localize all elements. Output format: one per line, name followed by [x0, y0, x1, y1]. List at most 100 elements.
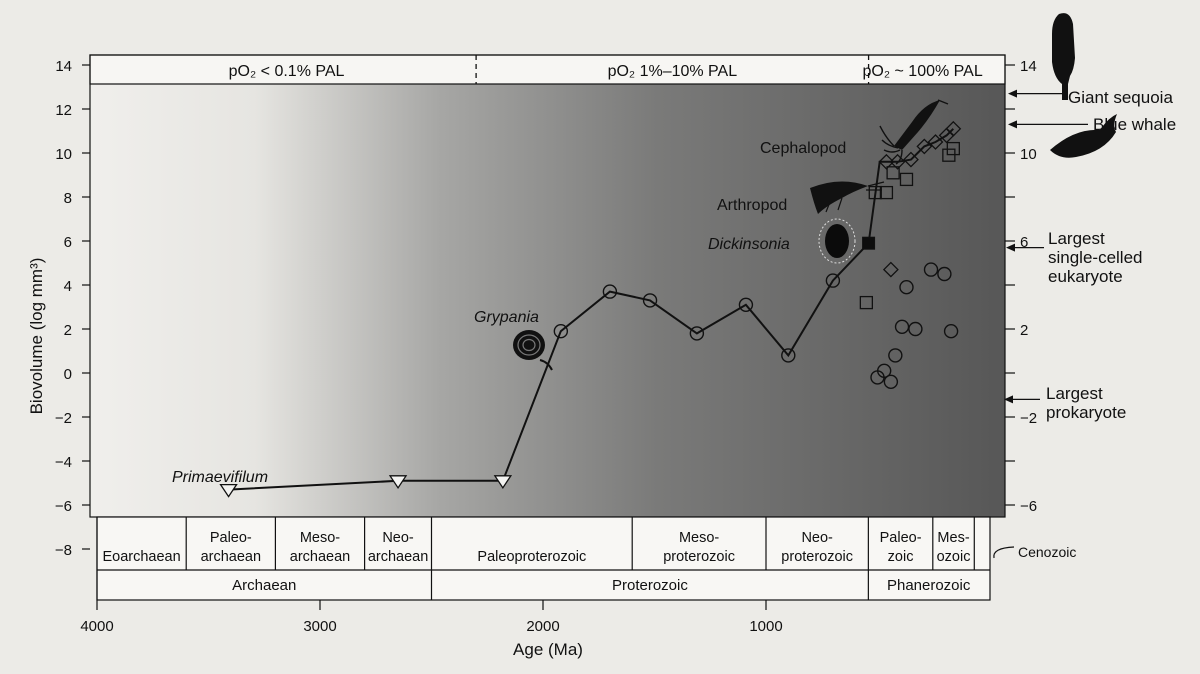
y-tick-label: 8: [64, 190, 72, 207]
trend-line: [228, 128, 955, 491]
y-tick-label: −2: [55, 410, 72, 427]
y-axis-left: 14 12 10 8 6 4 2 0 −2 −4 −6 −8: [55, 58, 90, 559]
diamond-marker: [945, 120, 962, 137]
arrow-head: [1008, 89, 1017, 98]
plot-area: [90, 84, 1005, 517]
grypania-icon: [513, 330, 553, 371]
x-tick-label: 4000: [80, 618, 113, 635]
eon-label: Archaean: [232, 577, 296, 594]
circle-marker: [876, 363, 892, 378]
y-tick-label: −6: [55, 498, 72, 515]
circle-marker: [894, 319, 910, 334]
geologic-timescale: Eoarchaean Paleo-archaean Meso-archaean Neo…: [96, 516, 991, 601]
square-marker: [868, 185, 882, 200]
reference-label: single-celled: [1048, 248, 1143, 267]
x-tick-label: 3000: [303, 618, 336, 635]
right-tick-label: 2: [1020, 322, 1028, 339]
era-label: Mes-: [937, 530, 969, 546]
diamond-marker: [882, 261, 899, 278]
label-cenozoic: Cenozoic: [1018, 544, 1076, 560]
era-label: Meso-: [679, 530, 719, 546]
timescale-frame: [96, 516, 991, 601]
diamond-marker: [927, 134, 944, 150]
era-label: zoic: [888, 549, 914, 565]
triangle-marker: [388, 475, 408, 489]
circle-marker: [738, 297, 754, 312]
label-primaevifilum: Primaevifilum: [172, 469, 268, 486]
y-tick-label: 0: [64, 366, 72, 383]
right-tick-label: 10: [1020, 146, 1037, 163]
y-axis-label: Biovolume (log mm³): [27, 258, 46, 415]
diamond-marker: [889, 153, 906, 170]
label-dickinsonia: Dickinsonia: [708, 236, 790, 253]
diamond-marker: [878, 153, 895, 170]
era-label: archaean: [368, 549, 428, 565]
square-marker: [879, 185, 894, 200]
era-label: Paleo-: [210, 530, 252, 546]
y-tick-label: 10: [55, 146, 72, 163]
arrow-head: [1006, 243, 1015, 252]
era-label: proterozoic: [781, 549, 853, 565]
oxygen-band-label: pO₂ < 0.1% PAL: [229, 63, 345, 80]
reference-label: prokaryote: [1046, 403, 1126, 422]
diamond-marker: [916, 138, 933, 155]
triangle-marker: [219, 483, 238, 498]
arthropod-icon: [810, 181, 885, 214]
blue-whale-icon: [1050, 114, 1117, 158]
label-grypania: Grypania: [474, 309, 539, 326]
circle-marker: [888, 348, 903, 363]
right-tick-label: 6: [1020, 234, 1028, 251]
y-tick-label: −8: [55, 542, 72, 559]
right-tick-label: −6: [1020, 498, 1037, 515]
arrow-head: [1008, 120, 1017, 129]
circle-marker: [937, 266, 952, 282]
eon-label: Proterozoic: [612, 577, 688, 594]
circle-marker: [689, 326, 705, 341]
right-tick-label: −2: [1020, 410, 1037, 427]
cephalopod-icon: [879, 99, 949, 165]
reference-label: Largest: [1048, 229, 1105, 248]
circle-marker: [923, 262, 939, 277]
era-label: Neo-: [801, 530, 833, 546]
y-tick-label: 4: [64, 278, 72, 295]
x-axis-label: Age (Ma): [513, 640, 583, 659]
square-marker: [899, 172, 914, 187]
cenozoic-leader: [993, 546, 1015, 559]
reference-label: eukaryote: [1048, 267, 1123, 286]
square-marker: [859, 295, 873, 310]
circle-marker: [825, 273, 841, 288]
era-label: ozoic: [937, 549, 971, 565]
oxygen-band-label: pO₂ 1%–10% PAL: [608, 63, 738, 80]
square-marker: [886, 166, 900, 180]
y-axis-right: 14 10 6 2 −2 −6: [1005, 58, 1037, 515]
circle-marker: [602, 284, 618, 299]
era-label: archaean: [290, 549, 350, 565]
y-tick-label: 2: [64, 322, 72, 339]
dickinsonia-icon: [818, 218, 856, 264]
y-tick-label: 12: [55, 102, 72, 119]
x-tick-label: 1000: [749, 618, 782, 635]
era-label: Paleoproterozoic: [477, 549, 586, 565]
oxygen-band-row: [89, 54, 1006, 85]
circle-marker: [883, 374, 899, 389]
reference-label: Largest: [1046, 384, 1103, 403]
arrow-head: [1004, 395, 1013, 404]
label-arthropod: Arthropod: [717, 197, 787, 214]
right-tick-label: 14: [1020, 58, 1037, 75]
square-marker: [946, 141, 960, 156]
filled-square-marker: [862, 236, 876, 250]
circle-marker: [943, 324, 959, 339]
era-label: proterozoic: [663, 549, 735, 565]
era-label: archaean: [201, 549, 261, 565]
circle-marker: [899, 280, 914, 295]
y-tick-label: 14: [55, 58, 72, 75]
diamond-marker: [903, 151, 919, 168]
circle-marker: [781, 348, 796, 363]
oxygen-band-label: pO₂ ~ 100% PAL: [863, 63, 983, 80]
circle-marker: [642, 293, 658, 308]
y-tick-label: −4: [55, 454, 72, 471]
reference-label: Giant sequoia: [1068, 88, 1173, 107]
era-label: Paleo-: [880, 530, 922, 546]
triangle-marker: [493, 475, 513, 489]
